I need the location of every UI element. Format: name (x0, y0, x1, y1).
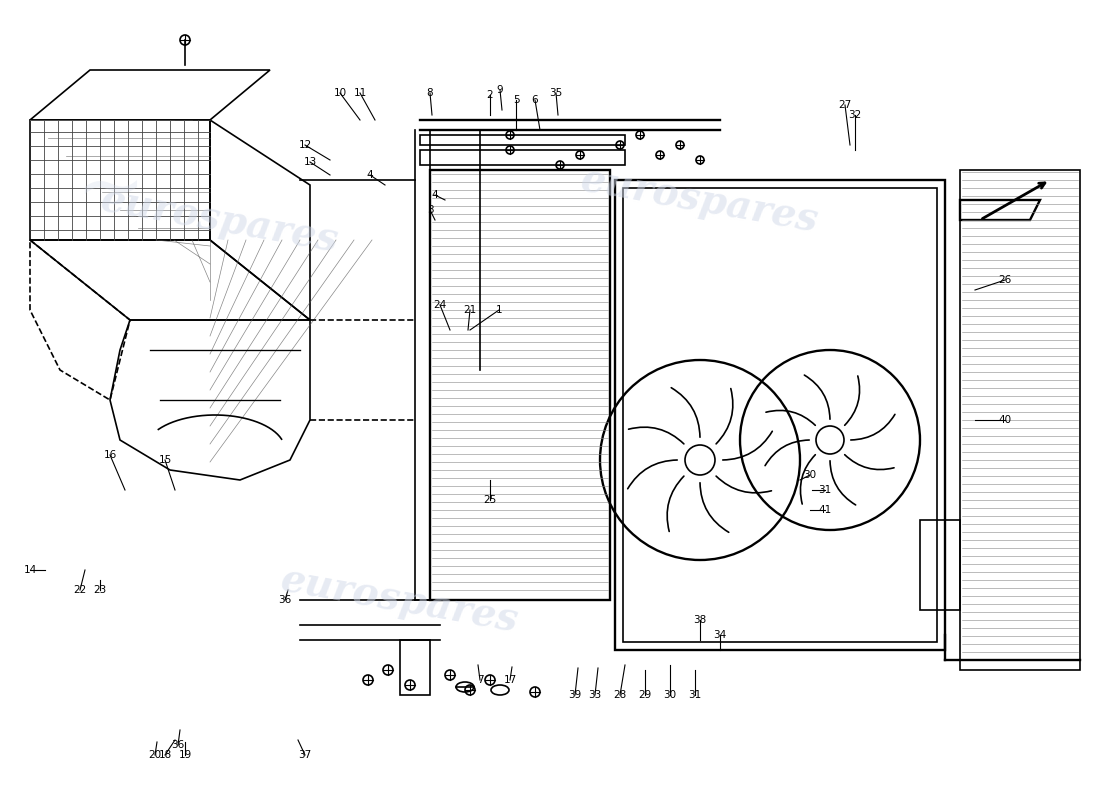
Text: 10: 10 (333, 88, 346, 98)
Text: 31: 31 (818, 485, 832, 495)
Bar (960, 170, 1080, 670)
Text: 30: 30 (803, 470, 816, 480)
Text: 39: 39 (569, 690, 582, 700)
Text: 2: 2 (486, 90, 493, 100)
Text: 19: 19 (178, 750, 191, 760)
Text: 37: 37 (298, 750, 311, 760)
Text: 13: 13 (304, 157, 317, 167)
Text: 33: 33 (588, 690, 602, 700)
Text: ~: ~ (75, 150, 145, 230)
Text: 29: 29 (638, 690, 651, 700)
Text: 3: 3 (427, 205, 433, 215)
Text: 41: 41 (818, 505, 832, 515)
Text: 34: 34 (714, 630, 727, 640)
Text: 22: 22 (74, 585, 87, 595)
Text: 28: 28 (614, 690, 627, 700)
Text: 6: 6 (531, 95, 538, 105)
Text: 7: 7 (476, 675, 483, 685)
Text: 35: 35 (549, 88, 562, 98)
Bar (430, 170, 610, 600)
Text: 32: 32 (848, 110, 861, 120)
Text: 12: 12 (298, 140, 311, 150)
Text: 31: 31 (689, 690, 702, 700)
Text: 36: 36 (172, 740, 185, 750)
Text: 25: 25 (483, 495, 496, 505)
Text: 20: 20 (148, 750, 162, 760)
Text: eurospares: eurospares (579, 160, 822, 240)
Text: 26: 26 (999, 275, 1012, 285)
Text: 11: 11 (353, 88, 366, 98)
Text: 4: 4 (366, 170, 373, 180)
Text: 17: 17 (504, 675, 517, 685)
Text: 36: 36 (278, 595, 292, 605)
Text: 27: 27 (838, 100, 851, 110)
Text: 16: 16 (103, 450, 117, 460)
Text: 38: 38 (693, 615, 706, 625)
Text: 30: 30 (663, 690, 676, 700)
Text: 8: 8 (427, 88, 433, 98)
Text: 1: 1 (496, 305, 503, 315)
Text: 40: 40 (999, 415, 1012, 425)
Text: 15: 15 (158, 455, 172, 465)
Text: 21: 21 (463, 305, 476, 315)
Bar (615, 180, 945, 650)
Text: 5: 5 (513, 95, 519, 105)
Text: 14: 14 (23, 565, 36, 575)
Text: 24: 24 (433, 300, 447, 310)
Text: 4: 4 (431, 190, 438, 200)
Text: eurospares: eurospares (98, 180, 342, 260)
Bar (623, 188, 937, 642)
Text: 9: 9 (497, 85, 504, 95)
Text: 18: 18 (158, 750, 172, 760)
Text: eurospares: eurospares (278, 560, 521, 640)
Text: 23: 23 (94, 585, 107, 595)
